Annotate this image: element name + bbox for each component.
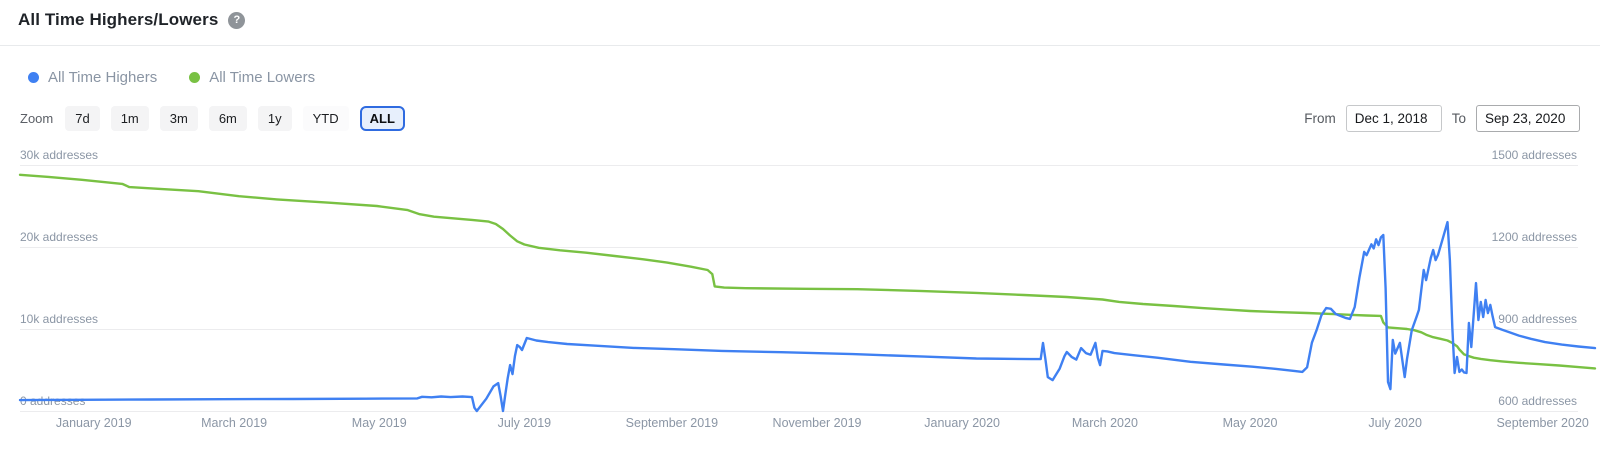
legend: All Time Highers All Time Lowers (28, 69, 315, 86)
x-axis-label: July 2020 (1368, 416, 1422, 430)
right-axis-label: 1500 addresses (1491, 148, 1577, 162)
x-axis-label: September 2020 (1496, 416, 1589, 430)
right-axis-label: 600 addresses (1498, 394, 1577, 408)
x-axis-label: September 2019 (625, 416, 719, 430)
zoom-button-1y[interactable]: 1y (257, 105, 292, 131)
to-date-input[interactable] (1476, 104, 1580, 132)
left-axis-label: 20k addresses (20, 230, 99, 244)
zoom-buttons: 7d 1m 3m 6m 1y YTD ALL (65, 105, 405, 131)
left-axis-label: 30k addresses (20, 148, 99, 162)
to-label: To (1451, 110, 1466, 126)
zoom-button-all[interactable]: ALL (359, 105, 405, 131)
header-divider (0, 45, 1600, 46)
x-axis-label: March 2019 (201, 416, 268, 430)
x-axis-label: January 2019 (55, 416, 132, 430)
x-axis-label: March 2020 (1071, 416, 1138, 430)
from-date-input[interactable] (1345, 104, 1442, 132)
gridline (20, 247, 1578, 248)
legend-label: All Time Highers (48, 69, 158, 86)
from-label: From (1304, 110, 1336, 126)
zoom-button-3m[interactable]: 3m (159, 105, 198, 131)
series-line-all-time-lowers (18, 173, 1597, 370)
series-line-all-time-highers (18, 220, 1597, 413)
legend-item-all-time-lowers[interactable]: All Time Lowers (189, 69, 315, 86)
range-selector: Zoom 7d 1m 3m 6m 1y YTD ALL From To (20, 104, 1580, 132)
gridline (20, 411, 1578, 412)
help-icon[interactable]: ? (228, 11, 246, 29)
x-axis-label: May 2019 (351, 416, 407, 430)
left-axis-label: 10k addresses (20, 312, 99, 326)
x-axis-label: May 2020 (1222, 416, 1278, 430)
x-axis-label: November 2019 (772, 416, 862, 430)
chart-area: 30k addresses 20k addresses 10k addresse… (0, 140, 1600, 462)
zoom-button-6m[interactable]: 6m (208, 105, 247, 131)
zoom-button-7d[interactable]: 7d (65, 105, 100, 131)
legend-label: All Time Lowers (209, 69, 316, 86)
x-axis-label: July 2019 (497, 416, 552, 430)
gridline (20, 329, 1578, 330)
zoom-button-ytd[interactable]: YTD (302, 105, 349, 131)
plot-area[interactable] (0, 140, 1600, 462)
zoom-button-1m[interactable]: 1m (110, 105, 149, 131)
gridline (20, 165, 1578, 166)
page-title: All Time Highers/Lowers (18, 10, 219, 29)
right-axis-label: 900 addresses (1498, 312, 1577, 326)
date-range: From To (1304, 104, 1580, 132)
x-axis-label: January 2020 (924, 416, 1001, 430)
right-axis-label: 1200 addresses (1491, 230, 1577, 244)
lowers-dot-icon (189, 72, 201, 83)
legend-item-all-time-highers[interactable]: All Time Highers (28, 69, 157, 86)
zoom-label: Zoom (20, 110, 54, 126)
highers-dot-icon (28, 72, 39, 83)
chart-header: All Time Highers/Lowers ? (18, 10, 246, 30)
